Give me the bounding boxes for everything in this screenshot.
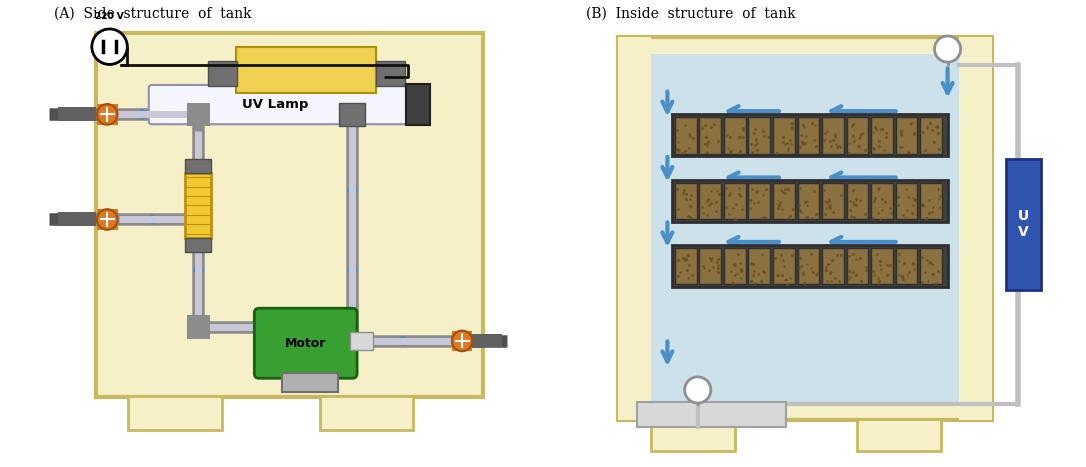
Bar [920, 117, 942, 154]
Bar [724, 117, 746, 154]
Bar [186, 173, 212, 238]
Bar [59, 107, 96, 121]
Bar [896, 117, 918, 154]
Bar [59, 212, 96, 226]
Text: (A)  Side  structure  of  tank: (A) Side structure of tank [53, 7, 251, 21]
FancyBboxPatch shape [149, 85, 412, 124]
Bar [920, 248, 942, 284]
Bar [871, 248, 893, 284]
Bar [871, 183, 893, 219]
Bar [341, 103, 364, 126]
Bar [672, 180, 948, 222]
Bar [319, 396, 413, 430]
Bar [822, 117, 844, 154]
Bar [339, 103, 366, 126]
Bar [724, 248, 746, 284]
Bar [797, 183, 819, 219]
Bar [748, 117, 770, 154]
Bar [376, 61, 405, 86]
Bar [186, 159, 212, 173]
Bar [96, 33, 483, 397]
Bar [822, 248, 844, 284]
Bar [920, 183, 942, 219]
Bar [672, 114, 948, 156]
Bar [699, 248, 721, 284]
Bar [618, 37, 651, 420]
Text: UV Lamp: UV Lamp [242, 98, 308, 111]
Bar [847, 248, 869, 284]
Bar [97, 209, 117, 230]
Bar [97, 104, 117, 125]
Bar [651, 419, 735, 451]
Bar [452, 331, 472, 351]
Bar [797, 117, 819, 154]
Bar [236, 47, 376, 93]
Bar [350, 332, 374, 350]
Bar [773, 117, 795, 154]
Text: 220 V: 220 V [96, 12, 124, 21]
Bar [699, 183, 721, 219]
Bar [465, 334, 502, 347]
Bar [748, 248, 770, 284]
Bar [282, 373, 339, 392]
Bar [186, 238, 212, 252]
Circle shape [97, 209, 117, 230]
Bar [724, 183, 746, 219]
Bar [896, 183, 918, 219]
Bar [406, 84, 430, 125]
Bar [797, 248, 819, 284]
Bar [847, 117, 869, 154]
Bar [857, 419, 940, 451]
FancyBboxPatch shape [254, 308, 357, 378]
Bar [871, 117, 893, 154]
Bar [847, 183, 869, 219]
Text: Motor: Motor [285, 337, 327, 350]
Circle shape [452, 331, 472, 351]
Text: U
V: U V [1018, 209, 1030, 239]
Text: (B)  Inside  structure  of  tank: (B) Inside structure of tank [585, 7, 795, 21]
Bar [187, 103, 210, 126]
Bar [959, 37, 992, 420]
Bar [187, 315, 210, 339]
Bar [637, 402, 786, 427]
Bar [699, 117, 721, 154]
Bar [651, 54, 959, 404]
Bar [674, 117, 696, 154]
Bar [674, 248, 696, 284]
Circle shape [935, 36, 961, 62]
Bar [896, 248, 918, 284]
Bar [618, 37, 992, 420]
Bar [672, 245, 948, 287]
Bar [128, 396, 222, 430]
Circle shape [684, 377, 711, 403]
Bar [207, 61, 237, 86]
Circle shape [92, 29, 127, 64]
Bar [822, 183, 844, 219]
Bar [773, 248, 795, 284]
Circle shape [97, 104, 117, 125]
Bar [773, 183, 795, 219]
Bar [674, 183, 696, 219]
Bar [748, 183, 770, 219]
Bar [1006, 159, 1041, 290]
